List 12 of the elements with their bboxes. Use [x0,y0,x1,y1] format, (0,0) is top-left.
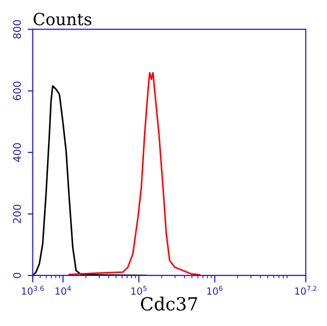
y-tick-label: 0 [13,272,21,278]
y-tick-label: 400 [13,143,21,162]
y-tick-label: 200 [13,204,21,224]
x-tick-label: 10$^{6}$ [207,286,223,295]
x-tick-label: 10$^{7.2}$ [295,286,316,295]
y-tick-label: 600 [13,82,21,100]
x-tick-label: 10$^{5}$ [131,286,147,295]
y-tick-label: 800 [13,20,21,39]
x-tick-label: 10$^{4}$ [56,286,71,295]
x-axis-title: Cdc37 [141,296,198,311]
x-tick-label: 10$^{3.6}$ [22,286,44,295]
chart-title: Counts [34,12,92,26]
